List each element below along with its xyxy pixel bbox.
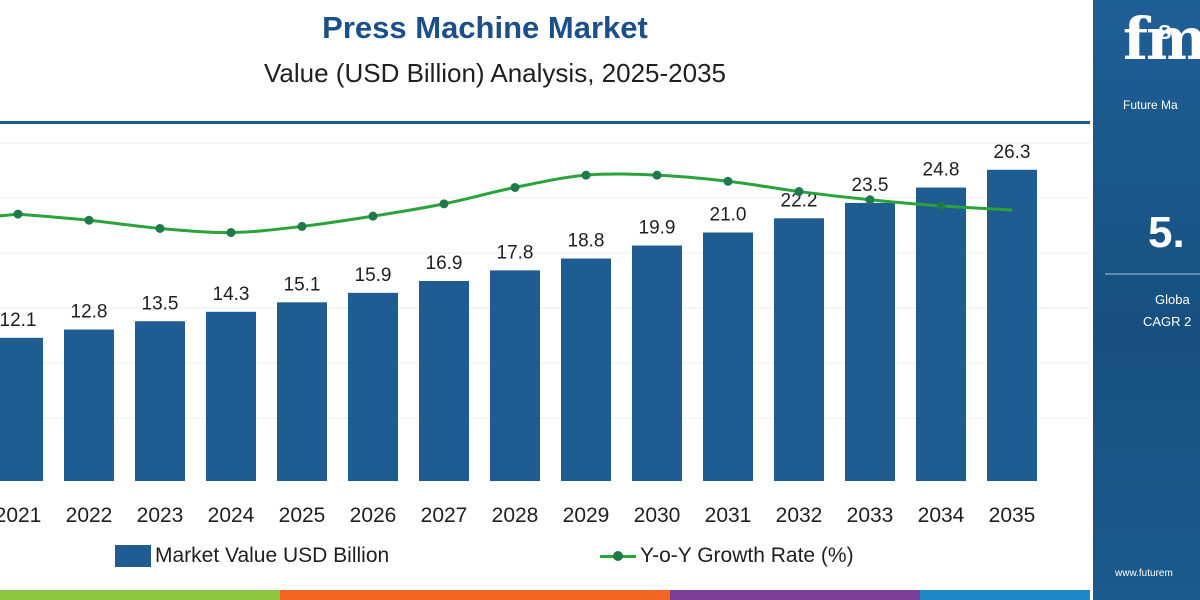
cagr-caption-line2: CAGR 2 (1143, 314, 1192, 329)
growth-point-2031 (723, 176, 733, 186)
brand-logo-mark: S (1158, 22, 1172, 44)
bar-value-label: 17.8 (497, 242, 534, 263)
growth-point-2033 (865, 195, 875, 205)
growth-point-2023 (155, 223, 165, 233)
bar-value-label: 23.5 (852, 175, 889, 196)
bottom-color-stripes (0, 590, 1090, 600)
x-tick-label: 2025 (279, 504, 326, 527)
growth-point-2034 (936, 201, 946, 211)
bar-2024 (206, 311, 256, 481)
x-tick-label: 2034 (918, 504, 965, 527)
stripe-purple (670, 590, 920, 600)
legend-line-swatch (600, 545, 636, 567)
bar-value-label: 24.8 (923, 160, 960, 181)
bar-value-label: 12.8 (71, 302, 108, 323)
x-tick-label: 2035 (989, 504, 1036, 527)
bar-value-labels: 12.1 12.8 13.5 14.3 15.1 15.9 16.9 17.8 18.8 19.9… (0, 142, 1030, 331)
bar-2032 (774, 218, 824, 482)
bar-2031 (703, 232, 753, 481)
x-tick-label: 2022 (66, 504, 113, 527)
stripe-blue (920, 590, 1090, 600)
bar-value-label: 12.1 (0, 310, 36, 331)
bar-value-label: 13.5 (142, 293, 179, 314)
legend-item-line: Y-o-Y Growth Rate (%) (600, 544, 854, 568)
growth-point-2024 (226, 228, 236, 238)
bar-2034 (916, 187, 966, 481)
growth-point-2028 (510, 182, 520, 192)
bar-2022 (64, 329, 114, 481)
bar-2030 (632, 245, 682, 481)
bar-value-label: 26.3 (994, 142, 1031, 163)
bar-value-label: 15.9 (355, 265, 392, 286)
x-tick-label: 2033 (847, 504, 894, 527)
market-chart: 12.1 12.8 13.5 14.3 15.1 15.9 16.9 17.8 18.8 19.9… (0, 142, 1090, 527)
x-tick-label: 2028 (492, 504, 539, 527)
title-divider (0, 121, 1090, 124)
bar-series (0, 169, 1037, 482)
panel-divider (1105, 273, 1200, 275)
legend-bar-swatch (115, 545, 151, 567)
x-tick-label: 2026 (350, 504, 397, 527)
bar-2027 (419, 281, 469, 481)
bar-2025 (277, 302, 327, 481)
bar-2023 (135, 321, 185, 481)
bar-value-label: 19.9 (639, 218, 676, 239)
growth-point-2030 (652, 170, 662, 180)
bar-2029 (561, 258, 611, 481)
bar-value-label: 14.3 (213, 284, 250, 305)
stripe-orange (280, 590, 670, 600)
x-axis-tick-labels: 2021 2022 2023 2024 2025 2026 2027 2028 2029 2030… (0, 504, 1035, 527)
growth-point-2021 (13, 209, 23, 219)
chart-legend: Market Value USD Billion Y-o-Y Growth Ra… (0, 544, 1090, 574)
brand-logo: fm (1123, 5, 1200, 73)
chart-title: Press Machine Market (322, 10, 648, 45)
growth-point-2025 (297, 221, 307, 231)
bar-value-label: 16.9 (426, 253, 463, 274)
bar-2026 (348, 292, 398, 481)
growth-line-series (0, 170, 1013, 238)
x-tick-label: 2032 (776, 504, 823, 527)
bar-value-label: 15.1 (284, 274, 321, 295)
bar-value-label: 21.0 (710, 205, 747, 226)
x-tick-label: 2030 (634, 504, 681, 527)
bar-2035 (987, 169, 1037, 481)
growth-point-2032 (794, 187, 804, 197)
cagr-value: 5. (1148, 208, 1185, 257)
legend-item-bars: Market Value USD Billion (115, 544, 389, 568)
cagr-caption-line1: Globa (1155, 292, 1190, 307)
x-tick-label: 2021 (0, 504, 41, 527)
x-tick-label: 2023 (137, 504, 184, 527)
bar-2033 (845, 202, 895, 481)
growth-point-2029 (581, 170, 591, 180)
bar-2028 (490, 270, 540, 481)
side-info-panel: fm S Future Ma 5. Globa CAGR 2 www.futur… (1093, 0, 1200, 600)
x-tick-label: 2029 (563, 504, 610, 527)
chart-subtitle: Value (USD Billion) Analysis, 2025-2035 (264, 58, 726, 88)
bar-value-label: 18.8 (568, 231, 605, 252)
growth-point-2027 (439, 199, 449, 209)
website-link[interactable]: www.futurem (1115, 568, 1173, 579)
stripe-green (0, 590, 280, 600)
legend-bar-label: Market Value USD Billion (155, 544, 390, 567)
legend-line-label: Y-o-Y Growth Rate (%) (640, 544, 854, 567)
x-tick-label: 2024 (208, 504, 255, 527)
growth-point-2022 (84, 215, 94, 225)
bar-value-label: 22.2 (781, 190, 818, 211)
x-tick-label: 2031 (705, 504, 752, 527)
brand-name: Future Ma (1123, 98, 1178, 112)
x-tick-label: 2027 (421, 504, 468, 527)
growth-point-2026 (368, 211, 378, 221)
bar-2021 (0, 337, 43, 481)
